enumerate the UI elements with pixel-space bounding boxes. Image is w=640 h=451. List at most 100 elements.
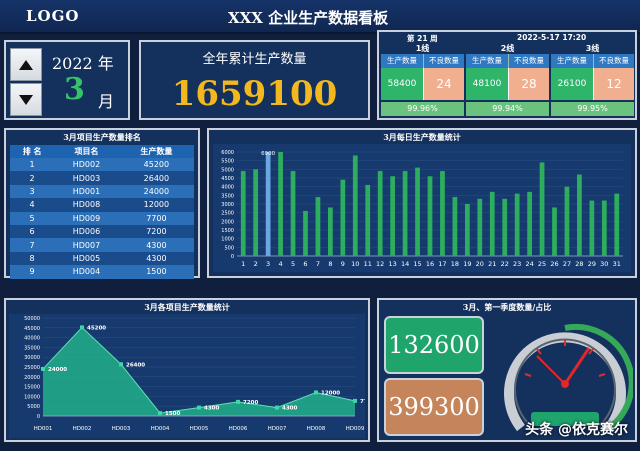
x-tick-label: 13 [389, 260, 397, 268]
daily-chart-panel: 3月每日生产数量统计 0 500 1000 1500 2000 2500 3000 3500 4… [207, 128, 637, 278]
bar [514, 193, 520, 256]
logo: LOGO [26, 7, 80, 25]
x-tick-label: 29 [588, 260, 596, 268]
data-point [353, 398, 357, 403]
defect-value: 12 [593, 68, 634, 100]
bar [464, 204, 470, 256]
rank-cell: 7 [10, 238, 55, 252]
col-produced-header: 生产数量 [466, 54, 508, 68]
data-label: 6900 [261, 151, 275, 157]
x-tick-label: 2 [254, 260, 258, 268]
week-label: 第 21 周 [407, 34, 438, 43]
rank-cell: 1 [10, 158, 55, 172]
bar [340, 179, 346, 256]
data-point [197, 405, 201, 410]
col-defect-header: 不良数量 [508, 54, 549, 68]
x-tick-label: 14 [401, 260, 409, 268]
yield-rate: 99.94% [466, 102, 549, 116]
rank-cell: 3 [10, 184, 55, 199]
table-row: 9 HD004 1500 [10, 265, 194, 279]
quarter-quantity-box: 399300 [384, 378, 484, 436]
bar [577, 174, 582, 256]
dashboard-title: XXX 企业生产数据看板 [228, 9, 389, 27]
bar [352, 155, 358, 256]
y-tick-label: 6000 [221, 150, 234, 156]
x-tick-label: 27 [563, 260, 571, 268]
x-tick-label: 8 [328, 260, 332, 268]
gauge-hub [561, 380, 569, 388]
bar [440, 171, 445, 256]
gauge-needle-secondary [536, 355, 566, 385]
project-cell: HD001 [54, 184, 119, 199]
data-label: 4300 [204, 406, 219, 412]
month-unit: 月 [98, 92, 115, 111]
rank-cell: 8 [10, 251, 55, 266]
quantity-cell: 7700 [118, 211, 194, 225]
ranking-title: 3月项目生产数量排名 [63, 132, 141, 142]
x-tick-label: HD002 [73, 426, 92, 432]
y-tick-label: 4500 [221, 176, 234, 182]
y-tick-label: 2000 [221, 219, 234, 225]
rank-cell: 6 [10, 224, 55, 239]
bar [290, 171, 296, 256]
annual-total-panel: 全年累计生产数量 1659100 [139, 40, 370, 120]
bar [452, 197, 458, 256]
x-tick-label: 23 [513, 260, 521, 268]
gauge-arc [504, 332, 626, 432]
bar [614, 193, 620, 256]
x-tick-label: 25 [538, 260, 546, 268]
x-tick-label: 16 [426, 260, 434, 268]
defect-value: 28 [508, 68, 549, 100]
table-row: 2 HD003 26400 [10, 171, 194, 185]
triangle-up-icon [19, 59, 33, 70]
bar [365, 184, 371, 256]
x-tick-label: 26 [550, 260, 558, 268]
project-cell: HD003 [54, 171, 119, 185]
y-tick-label: 45000 [24, 326, 40, 332]
quantity-cell: 24000 [118, 184, 194, 199]
gauge-needle [563, 347, 591, 385]
bar [303, 210, 308, 256]
bar [552, 207, 557, 256]
month-up-button[interactable] [10, 48, 42, 81]
y-tick-label: 5000 [27, 404, 40, 410]
line-card: 1线 生产数量 不良数量 58400 24 99.96% [381, 43, 464, 117]
gauge-inner-ring [514, 338, 616, 423]
gauge-progress-arc [564, 323, 633, 431]
product-chart-panel: 3月各项目生产数量统计 0 5000 10000 15000 20000 25000 300… [4, 298, 375, 442]
ratio-gauge [504, 323, 633, 432]
y-tick-label: 35000 [24, 345, 40, 351]
x-tick-label: 3 [266, 260, 270, 268]
x-tick-label: 19 [463, 260, 471, 268]
y-tick-label: 15000 [24, 385, 40, 391]
yield-rate: 99.95% [551, 102, 634, 116]
y-tick-label: 20000 [24, 375, 40, 381]
data-label: 7200 [243, 400, 258, 406]
project-cell: HD005 [54, 251, 119, 266]
data-label: 26400 [126, 362, 145, 368]
line-card: 2线 生产数量 不良数量 48100 28 99.94% [466, 43, 549, 117]
y-tick-label: 0 [231, 254, 234, 260]
bar [427, 176, 433, 256]
col-defect-header: 不良数量 [423, 54, 464, 68]
data-label: 45200 [87, 325, 106, 331]
datetime-label: 2022-5-17 17:20 [517, 33, 587, 42]
project-cell: HD009 [54, 211, 119, 225]
table-row: 4 HD008 12000 [10, 198, 194, 212]
x-tick-label: 11 [364, 260, 372, 268]
year-label: 2022 年 [52, 54, 114, 73]
y-tick-label: 5000 [221, 167, 234, 173]
quantity-cell: 45200 [118, 158, 194, 172]
x-tick-label: 31 [613, 260, 621, 268]
ranking-header-row: 排 名 项目名 生产数量 [10, 145, 194, 158]
quantity-cell: 7200 [118, 224, 194, 239]
data-label: 24000 [48, 367, 67, 373]
month-down-button[interactable] [10, 83, 42, 116]
col-produced-header: 生产数量 [381, 54, 423, 68]
gauge-ticks [524, 340, 606, 377]
line-name: 2线 [500, 44, 515, 53]
data-label: 1500 [165, 411, 180, 417]
bar [402, 171, 408, 256]
project-cell: HD008 [54, 198, 119, 212]
bar [278, 152, 283, 256]
